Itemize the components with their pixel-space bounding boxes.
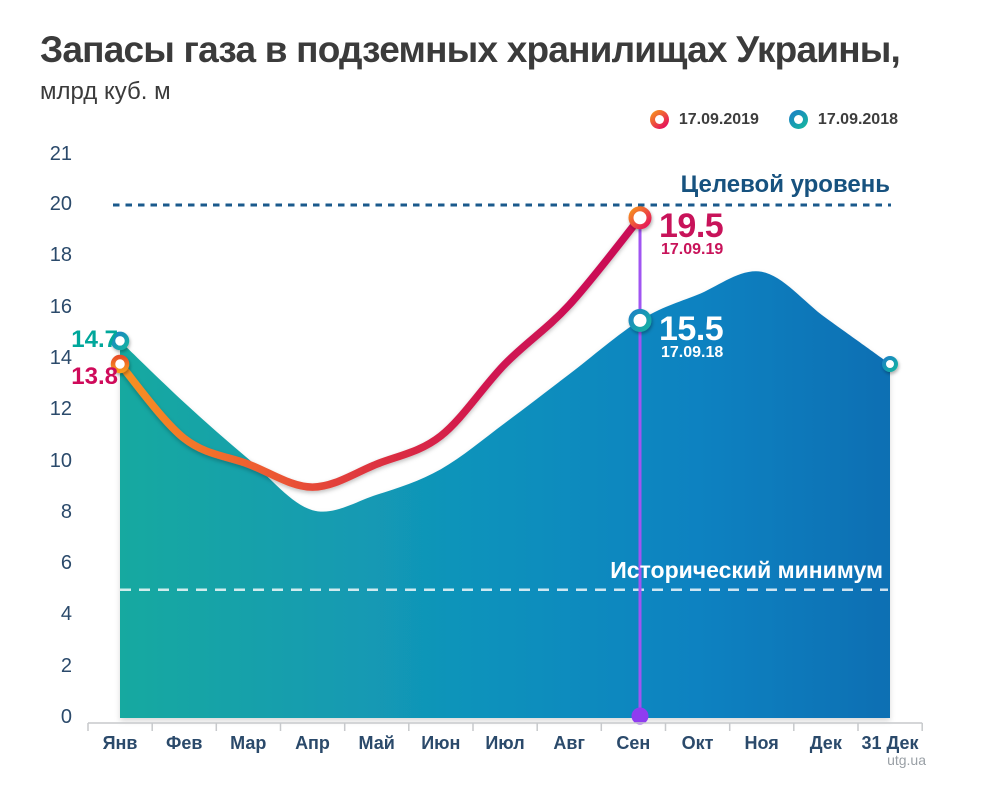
x-tick-label: Сен [616, 733, 651, 753]
x-tick-label: Июн [421, 733, 461, 753]
x-axis-line [87, 722, 923, 731]
y-tick-label: 12 [49, 398, 72, 421]
legend-item-2018: 17.09.2018 [788, 110, 898, 129]
sep-value-2018: 15.5 [659, 310, 724, 348]
x-tick-label: Авг [553, 733, 585, 753]
data-marker-icon [110, 354, 130, 374]
y-tick-label: 4 [60, 603, 72, 626]
source-label: utg.ua [887, 752, 926, 768]
y-tick-label: 2 [60, 654, 72, 677]
line-series-2019 [116, 214, 644, 491]
y-tick-label: 16 [49, 295, 72, 318]
x-tick-label: Окт [681, 733, 714, 753]
area-series-2018 [120, 271, 890, 718]
y-tick-label: 0 [60, 706, 72, 728]
sep-value-2019: 19.5 [659, 207, 724, 245]
sep-date-2018: 17.09.18 [661, 344, 724, 361]
legend: 17.09.2019 17.09.2018 [649, 110, 898, 129]
y-tick-label: 14 [49, 346, 72, 369]
page-subtitle: млрд куб. м [40, 78, 171, 105]
legend-ring-2018-icon [788, 110, 808, 129]
x-tick-label: Фев [165, 733, 203, 753]
historical-min-label: Исторический минимум [610, 557, 883, 583]
x-tick-label: Мар [230, 733, 267, 753]
start-value-2019: 13.8 [71, 363, 118, 390]
target-level-label: Целевой уровень [680, 171, 890, 198]
x-tick-label: 31 Дек [861, 733, 919, 753]
data-marker-icon [628, 206, 652, 230]
x-tick-label: Янв [102, 733, 138, 753]
y-tick-label: 10 [49, 449, 72, 472]
sep-date-2019: 17.09.19 [661, 241, 724, 258]
sep-bottom-dot-icon [631, 707, 649, 725]
y-tick-label: 6 [60, 552, 72, 575]
start-value-2018: 14.7 [71, 326, 118, 353]
page-title: Запасы газа в подземных хранилищах Украи… [40, 29, 901, 70]
x-tick-label: Июл [485, 733, 525, 753]
legend-label-2019: 17.09.2019 [678, 110, 759, 128]
data-marker-icon [110, 331, 130, 351]
y-tick-label: 8 [60, 500, 72, 523]
y-tick-label: 21 [49, 143, 72, 165]
x-tick-label: Дек [809, 733, 842, 753]
x-tick-label: Ноя [744, 733, 779, 753]
legend-item-2019: 17.09.2019 [649, 110, 759, 129]
x-tick-label: Май [358, 733, 395, 753]
legend-ring-2019-icon [649, 110, 669, 129]
data-marker-icon [628, 308, 652, 332]
legend-label-2018: 17.09.2018 [817, 110, 898, 128]
y-tick-label: 18 [49, 244, 72, 267]
data-marker-icon [882, 356, 898, 372]
y-tick-label: 20 [49, 193, 72, 215]
x-tick-label: Апр [295, 733, 330, 753]
